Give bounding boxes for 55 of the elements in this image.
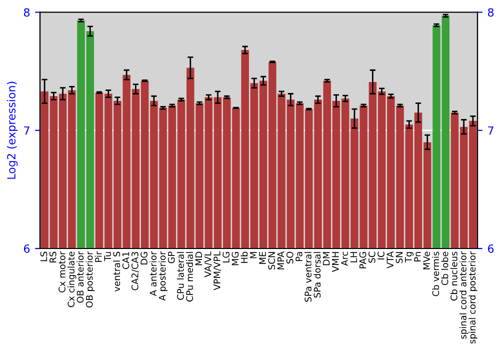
x-tick-label: LG bbox=[222, 252, 230, 262]
x-tick-label: SPa ventral bbox=[304, 252, 312, 302]
y-tick-label: 6 bbox=[24, 244, 30, 253]
x-tick-label: GP bbox=[168, 252, 175, 264]
x-tick-label: PAG bbox=[359, 252, 366, 268]
x-tick-label: spinal cord anterior bbox=[459, 251, 468, 339]
x-tick-label: Pir bbox=[94, 251, 102, 262]
y-tick-label: 8 bbox=[24, 8, 30, 17]
x-tick-label: VA/VL bbox=[204, 251, 212, 278]
y2-tick-label: 7 bbox=[488, 126, 494, 135]
x-tick-label: Pa bbox=[296, 252, 302, 261]
x-tick-label: VTA bbox=[386, 251, 394, 268]
x-tick-label: CPu medial bbox=[186, 252, 194, 302]
y-axis-title: Log2 (expression) bbox=[6, 82, 18, 179]
x-tick-label: VMH bbox=[332, 252, 339, 272]
x-tick-label: IC bbox=[378, 252, 384, 260]
x-tick-label: SO bbox=[286, 252, 294, 264]
x-tick-label: OB posterior bbox=[86, 251, 94, 308]
x-tick-label: CA1 bbox=[122, 252, 130, 269]
x-tick-label: Tg bbox=[405, 252, 414, 263]
x-tick-label: spinal cord posterior bbox=[468, 251, 478, 344]
x-tick-label: ME bbox=[259, 252, 266, 264]
x-tick-label: CA2/CA3 bbox=[131, 252, 140, 290]
x-tick-label: Tu bbox=[104, 252, 111, 262]
x-tick-label: A posterior bbox=[158, 251, 168, 301]
y2-tick-label: 8 bbox=[488, 8, 494, 17]
x-tick-label: Arc bbox=[341, 252, 348, 266]
x-tick-label: RS bbox=[49, 252, 56, 262]
x-tick-label: VPM/VPL bbox=[214, 251, 222, 290]
x-tick-label: Cb nucleus bbox=[450, 252, 458, 301]
x-tick-label: MD bbox=[195, 252, 202, 266]
x-tick-label: LS bbox=[40, 252, 48, 262]
x-tick-label: ventral S bbox=[113, 252, 120, 292]
x-tick-label: DG bbox=[140, 252, 148, 264]
y-tick-label: 7 bbox=[24, 126, 30, 135]
x-tick-label: A anterior bbox=[150, 251, 157, 296]
x-tick-label: LH bbox=[350, 252, 357, 262]
x-tick-label: DM bbox=[323, 252, 330, 266]
x-tick-label: Hb bbox=[240, 252, 248, 263]
x-tick-label: MG bbox=[232, 252, 239, 266]
x-tick-label: OB anterior bbox=[76, 251, 84, 303]
x-tick-label: SCN bbox=[268, 252, 276, 270]
y2-tick-label: 6 bbox=[488, 244, 494, 253]
x-tick-label: Cx motor bbox=[58, 251, 66, 292]
x-tick-label: SPa dorsal bbox=[314, 252, 321, 298]
x-tick-label: SC bbox=[368, 252, 376, 263]
x-tick-label: M bbox=[250, 252, 257, 258]
x-tick-label: Cb vermis bbox=[432, 252, 440, 296]
x-tick-label: MPA bbox=[277, 251, 284, 270]
x-tick-label: Cx cingulate bbox=[68, 252, 76, 308]
x-tick-label: SN bbox=[396, 252, 403, 264]
x-tick-label: CPu lateral bbox=[176, 252, 184, 300]
x-tick-label: MVe bbox=[423, 252, 430, 270]
x-tick-label: Pn bbox=[414, 252, 421, 262]
x-tick-label: Cb lobe bbox=[441, 252, 448, 285]
